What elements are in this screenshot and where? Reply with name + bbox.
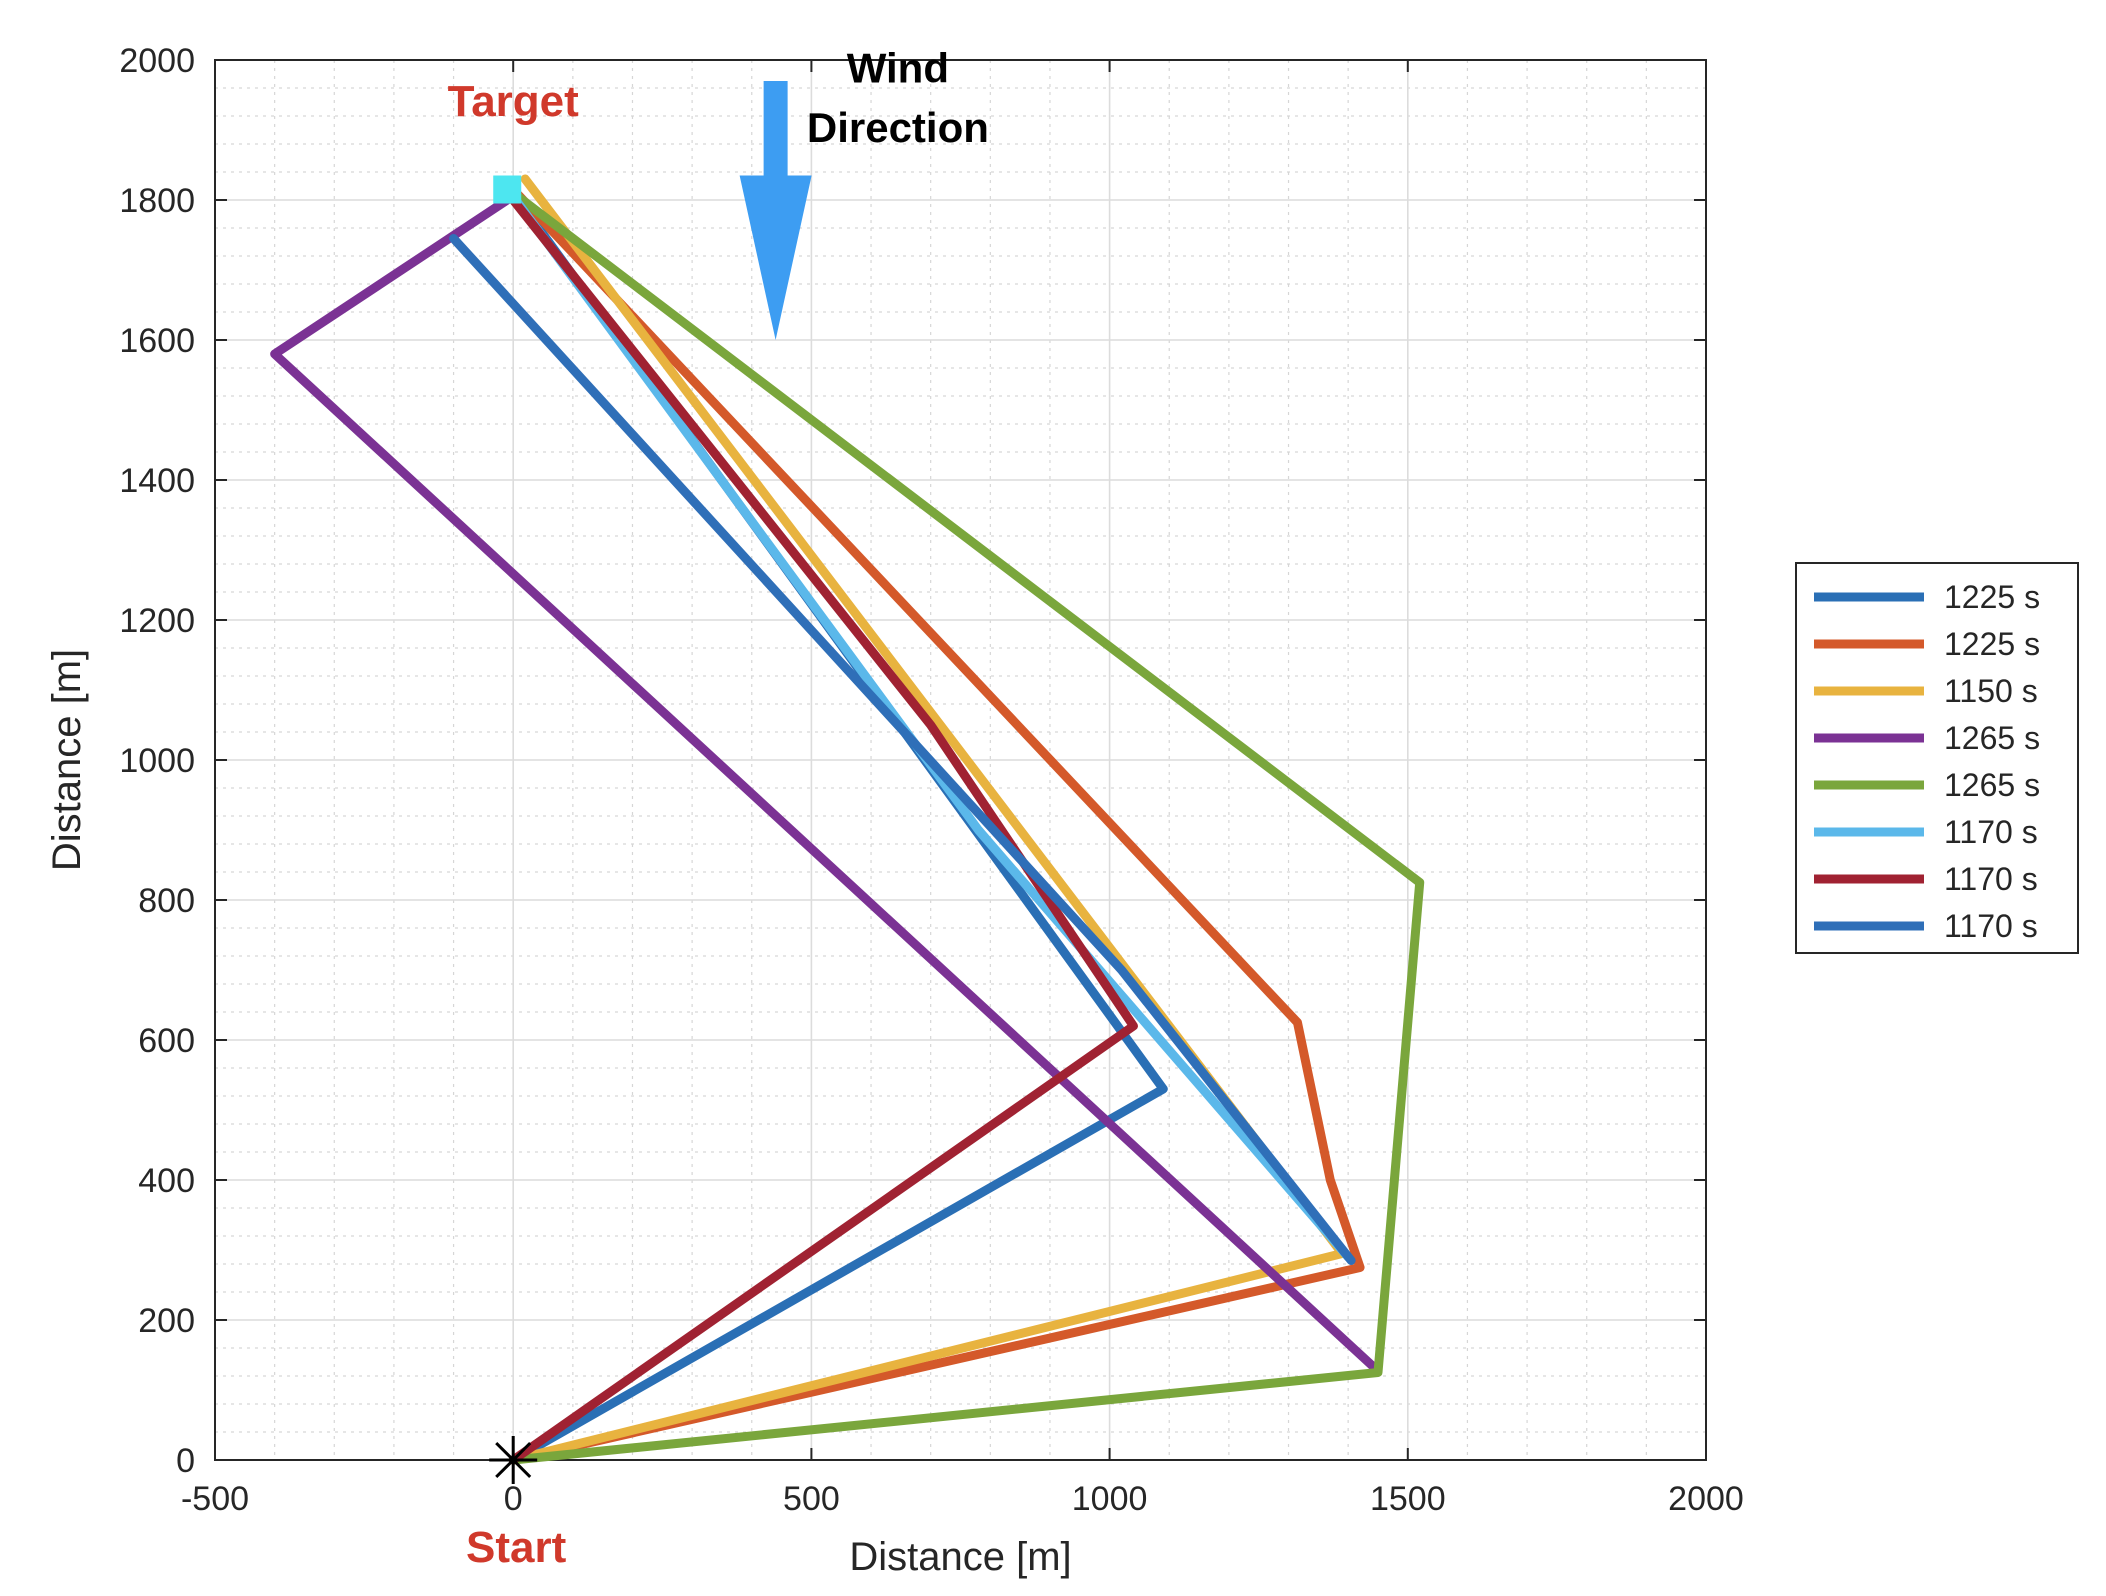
target-marker	[493, 175, 522, 204]
series-line-6	[508, 192, 1353, 1262]
y-tick-label: 800	[138, 882, 195, 920]
series-line-8	[449, 234, 1356, 1265]
legend-label-2: 1225 s	[1944, 626, 2040, 662]
y-tick-label: 1600	[119, 322, 195, 360]
x-tick-label: 500	[783, 1480, 840, 1518]
x-tick-label: 0	[504, 1480, 523, 1518]
x-tick-label: -500	[181, 1480, 249, 1518]
series-line-2	[508, 185, 1365, 1465]
y-tick-label: 600	[138, 1022, 195, 1060]
legend-label-4: 1265 s	[1944, 720, 2040, 756]
y-axis-ticks: 0 200 400 600 800 1000 1200 1400 1600 1800 2000	[119, 42, 1706, 1480]
legend-label-6: 1170 s	[1944, 814, 2038, 850]
legend-label-3: 1150 s	[1944, 673, 2038, 709]
start-annotation: Start	[466, 1523, 567, 1572]
y-tick-label: 1800	[119, 182, 195, 220]
y-tick-label: 400	[138, 1162, 195, 1200]
x-axis-label: Distance [m]	[849, 1535, 1071, 1579]
series-line-5	[508, 188, 1425, 1465]
series-line-4	[270, 195, 1377, 1370]
legend-label-5: 1265 s	[1944, 767, 2040, 803]
series-layer	[270, 174, 1425, 1465]
legend: 1225 s 1225 s 1150 s 1265 s 1265 s 1170 s 1170…	[1795, 562, 2079, 954]
minor-grid	[215, 60, 1706, 1460]
y-tick-label: 2000	[119, 42, 195, 80]
x-tick-label: 1500	[1370, 1480, 1446, 1518]
legend-label-8: 1170 s	[1944, 908, 2038, 944]
y-tick-label: 1200	[119, 602, 195, 640]
y-tick-label: 200	[138, 1302, 195, 1340]
wind-annotation-line2: Direction	[807, 104, 989, 151]
y-tick-label: 0	[176, 1442, 195, 1480]
markers-layer	[489, 81, 812, 1484]
legend-box	[1795, 562, 2079, 954]
legend-label-1: 1225 s	[1944, 579, 2040, 615]
legend-label-7: 1170 s	[1944, 861, 2038, 897]
y-tick-label: 1400	[119, 462, 195, 500]
x-tick-label: 1000	[1072, 1480, 1148, 1518]
y-axis-label: Distance [m]	[45, 649, 89, 871]
target-annotation: Target	[448, 77, 580, 126]
x-tick-label: 2000	[1668, 1480, 1744, 1518]
wind-direction-arrow	[739, 81, 812, 340]
y-tick-label: 1000	[119, 742, 195, 780]
wind-annotation-line1: Wind	[847, 45, 949, 92]
x-axis-ticks: -500 0 500 1000 1500 2000	[181, 60, 1744, 1518]
start-marker-stroke	[495, 1441, 532, 1479]
